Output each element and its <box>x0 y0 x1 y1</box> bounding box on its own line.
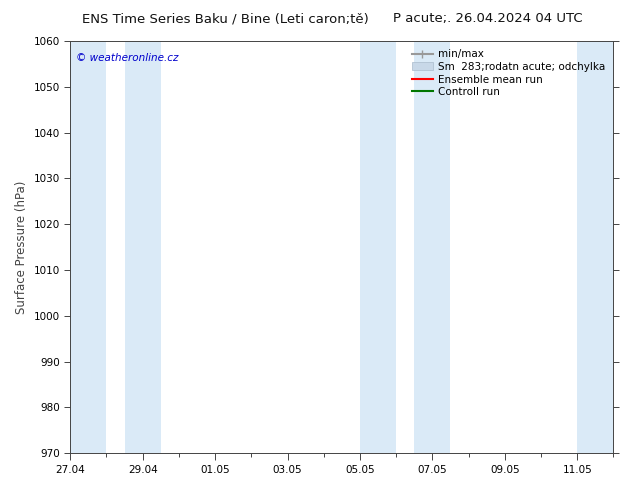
Bar <box>414 41 451 453</box>
Bar <box>70 41 107 453</box>
Text: P acute;. 26.04.2024 04 UTC: P acute;. 26.04.2024 04 UTC <box>393 12 583 25</box>
Y-axis label: Surface Pressure (hPa): Surface Pressure (hPa) <box>15 180 28 314</box>
Legend: min/max, Sm  283;rodatn acute; odchylka, Ensemble mean run, Controll run: min/max, Sm 283;rodatn acute; odchylka, … <box>409 46 608 100</box>
Text: ENS Time Series Baku / Bine (Leti caron;tě): ENS Time Series Baku / Bine (Leti caron;… <box>82 12 369 25</box>
Bar <box>360 41 396 453</box>
Bar <box>577 41 614 453</box>
Text: © weatheronline.cz: © weatheronline.cz <box>75 53 178 63</box>
Bar <box>124 41 161 453</box>
